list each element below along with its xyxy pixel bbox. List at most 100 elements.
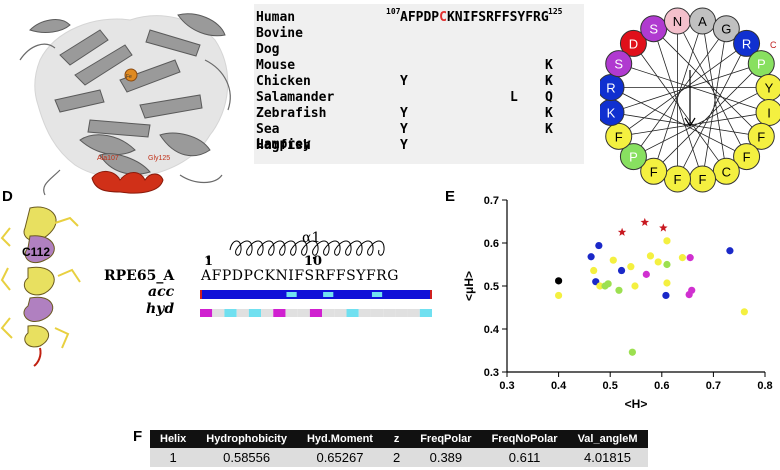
hyd-cell: [200, 309, 213, 317]
species-name: Salamander: [256, 90, 335, 105]
ala-label: Ala107: [97, 155, 119, 162]
cell-helix: 1: [150, 448, 197, 467]
scatter-point: [663, 279, 671, 287]
species-name: Dog: [256, 42, 280, 57]
wheel-residue-label: A: [698, 14, 707, 29]
hyd-cell: [370, 309, 384, 317]
substitution: K: [545, 74, 553, 89]
acc-exposed-cell: [323, 292, 334, 297]
hyd-cell: [224, 309, 237, 317]
moment-arrowhead: [684, 117, 696, 128]
wheel-residue: [619, 29, 647, 57]
hyd-cell: [285, 309, 298, 317]
wheel-residue: [619, 143, 647, 171]
wheel-c-terminus: C: [770, 40, 777, 50]
x-tick-label: 0.7: [706, 380, 721, 392]
fe-label: Fe: [126, 74, 132, 80]
substitution: K: [545, 122, 553, 137]
scatter-point: [617, 266, 626, 275]
acc-bar-fill: [200, 290, 432, 299]
accessibility-bar: [200, 290, 432, 299]
hyd-cell: [248, 309, 262, 317]
gly-label: Gly125: [148, 155, 170, 162]
hyd-label: hyd: [146, 301, 175, 317]
header-hydrophobicity: Hydrophobicity: [196, 430, 297, 448]
end-residue-number: 125: [548, 7, 563, 16]
panel-label-e: E: [445, 188, 456, 205]
helix-cartoon: C112: [0, 206, 81, 367]
table-row: 1 0.58556 0.65267 2 0.389 0.611 4.01815: [150, 448, 648, 467]
sequence-alignment: Human 107 AFPDPCKNIFSRFFSYFRG 125 Bovine…: [254, 4, 584, 164]
wheel-residue-label: Y: [765, 80, 774, 95]
header-helix: Helix: [150, 430, 197, 448]
wheel-residue-label: F: [743, 150, 751, 165]
alpha-helix-label: α1: [302, 230, 320, 246]
acc-bar-end: [430, 290, 432, 299]
sequence-prefix: AFPDP: [400, 10, 440, 25]
substitution: Y: [400, 106, 408, 121]
wheel-residue-label: F: [650, 164, 658, 179]
hyd-cell: [273, 309, 286, 317]
y-tick-label: 0.5: [484, 281, 499, 293]
wheel-residue-label: R: [606, 80, 615, 95]
cell-hydrophobicity: 0.58556: [196, 448, 297, 467]
hyd-cell: [346, 309, 359, 317]
helix-secondary-structure: α1 1 10: [204, 230, 385, 268]
wheel-residue-label: F: [674, 172, 682, 187]
wheel-residue-label: S: [649, 22, 658, 37]
header-freq-polar: FreqPolar: [410, 430, 482, 448]
wheel-residue: [605, 50, 633, 78]
substitution: Y: [400, 122, 408, 137]
y-tick-label: 0.7: [484, 195, 499, 207]
scatter-point: [555, 277, 563, 285]
helix-properties-table: Helix Hydrophobicity Hyd.Moment z FreqPo…: [150, 430, 648, 467]
substitution: Y: [400, 138, 408, 153]
x-tick-label: 0.4: [551, 380, 567, 392]
wheel-residue-label: I: [767, 106, 771, 121]
sequence-name: RPE65_A: [104, 268, 175, 284]
scatter-point: [631, 282, 639, 290]
protein-structure-image: Fe Ala107 Gly125: [19, 13, 231, 196]
cell-freq-nopolar: 0.611: [481, 448, 568, 467]
x-tick-label: 0.6: [654, 380, 669, 392]
wheel-residue: [747, 122, 775, 150]
header-hyd-moment: Hyd.Moment: [296, 430, 383, 448]
scatter-point: [646, 252, 655, 260]
scatter-point: [642, 270, 650, 278]
wheel-residue: [733, 143, 761, 171]
hyd-cell: [419, 309, 432, 317]
acc-exposed-cell: [371, 292, 383, 297]
scatter-star-point: [617, 227, 627, 236]
hyd-cell: [395, 309, 408, 317]
wheel-residue-label: S: [614, 57, 623, 72]
wheel-residue-label: C: [722, 164, 731, 179]
hyd-cell: [358, 309, 371, 317]
wheel-residue-label: N: [673, 14, 682, 29]
cell-freq-polar: 0.389: [410, 448, 482, 467]
start-residue-number: 107: [386, 7, 401, 16]
header-val-anglem: Val_angleM: [567, 430, 648, 448]
wheel-residue-label: F: [699, 172, 707, 187]
scatter-point: [604, 280, 612, 288]
hyd-cell: [407, 309, 420, 317]
wheel-residue-label: F: [615, 129, 623, 144]
header-z: z: [382, 430, 411, 448]
wheel-residue: [733, 29, 761, 57]
cell-z: 2: [382, 448, 411, 467]
wheel-chords: [610, 20, 770, 180]
species-name: Human: [256, 10, 296, 25]
x-tick-label: 0.8: [757, 380, 772, 392]
species-name: Zebrafish: [256, 106, 327, 121]
species-name: Hagfish: [256, 138, 311, 153]
wheel-residue-label: G: [721, 22, 731, 37]
cell-hyd-moment: 0.65267: [296, 448, 383, 467]
acc-label: acc: [148, 284, 175, 300]
substitution: K: [545, 58, 553, 73]
hyd-cell: [309, 309, 323, 317]
y-tick-label: 0.6: [484, 238, 499, 250]
species-name: Bovine: [256, 26, 303, 41]
species-name: Mouse: [256, 58, 296, 73]
scatter-point: [596, 282, 604, 290]
acc-exposed-cell: [286, 292, 297, 297]
